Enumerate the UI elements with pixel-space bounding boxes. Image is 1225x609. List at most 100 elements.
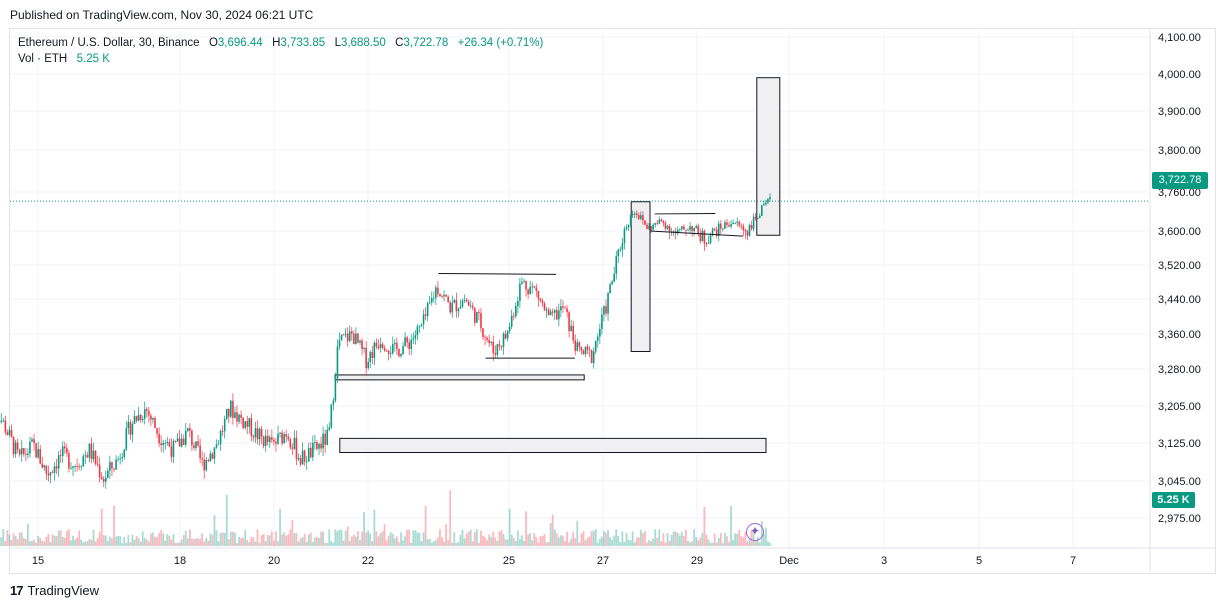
candle-body	[422, 314, 425, 325]
candle-body	[269, 437, 271, 443]
candle-body	[39, 449, 41, 464]
candle-body	[139, 414, 142, 421]
candle-body	[234, 412, 236, 418]
volume-bar	[572, 532, 575, 546]
candle-body	[387, 350, 390, 354]
candles	[0, 193, 771, 489]
candle-body	[426, 303, 429, 316]
volume-bar	[424, 505, 427, 546]
volume-bar	[521, 535, 523, 546]
candle-body	[131, 423, 134, 435]
candle-body	[695, 225, 697, 228]
candle-body	[303, 450, 306, 462]
volume-label[interactable]: Vol · ETH	[18, 53, 68, 65]
volume-bar	[260, 535, 263, 546]
candle-body	[691, 226, 693, 232]
candle-body	[553, 310, 556, 313]
volume-bar	[539, 536, 542, 546]
candle-body	[92, 450, 95, 460]
volume-bar	[381, 531, 384, 546]
volume-bar	[553, 529, 556, 546]
candle-body	[750, 225, 753, 229]
volume-bar	[453, 532, 456, 546]
candle-body	[258, 428, 261, 440]
candle-body	[525, 281, 527, 290]
volume-bar	[603, 531, 605, 546]
candle-body	[217, 443, 220, 445]
volume-bar	[113, 505, 115, 546]
volume-bar	[117, 535, 119, 546]
volume-bar	[170, 539, 173, 546]
candle-body	[724, 222, 726, 229]
candle-body	[408, 342, 410, 350]
volume-bar	[455, 542, 458, 546]
symbol-description[interactable]: Ethereum / U.S. Dollar, 30, Binance	[18, 37, 200, 49]
candle-body	[344, 333, 347, 335]
volume-bar	[336, 531, 339, 546]
volume-bar	[320, 531, 322, 546]
time-tick-label: 3	[881, 555, 887, 567]
volume-bar	[687, 540, 689, 546]
volume-bar	[37, 536, 40, 546]
volume-bar	[478, 542, 480, 546]
volume-bar	[262, 534, 265, 546]
volume-bar	[713, 533, 716, 546]
volume-bar	[492, 531, 495, 546]
volume-bar	[180, 539, 183, 546]
volume-bar	[767, 541, 769, 546]
tradingview-brand[interactable]: 17 TradingView	[10, 583, 99, 598]
volume-bar	[711, 542, 714, 546]
candle-body	[412, 338, 415, 340]
candle-body	[346, 333, 349, 342]
candle-body	[367, 361, 369, 369]
candle-body	[679, 228, 681, 230]
candle-body	[467, 301, 470, 306]
candle-body	[86, 455, 89, 458]
volume-bar	[14, 536, 17, 546]
candle-body	[717, 223, 720, 236]
candle-body	[314, 442, 316, 443]
candle-body	[187, 428, 189, 431]
candle-body	[281, 432, 283, 444]
volume-bar	[246, 539, 249, 546]
candle-body	[150, 415, 152, 420]
candle-body	[164, 442, 167, 444]
candle-body	[328, 427, 331, 430]
volume-bar	[367, 530, 370, 546]
volume-bar	[639, 529, 642, 546]
candle-body	[400, 353, 402, 357]
volume-bar	[350, 536, 353, 546]
candle-body	[283, 434, 285, 444]
volume-bar	[24, 538, 27, 546]
candle-body	[504, 333, 507, 339]
candle-body	[642, 215, 644, 221]
volume-bar	[490, 536, 493, 546]
volume-bar	[205, 537, 208, 546]
candle-body	[125, 428, 128, 450]
high-label: H	[272, 37, 281, 49]
volume-bar	[201, 533, 204, 546]
candle-body	[385, 350, 388, 352]
volume-bar	[184, 530, 187, 546]
candle-body	[720, 223, 722, 229]
volume-bar	[299, 538, 302, 546]
price-tick-label: 4,100.00	[1158, 32, 1201, 44]
candle-body	[666, 225, 669, 229]
volume-bar	[707, 539, 710, 546]
candle-body	[728, 224, 730, 227]
crosshair-target-icon[interactable]: ✦	[746, 523, 764, 541]
candle-body	[560, 306, 562, 311]
volume-bar	[18, 532, 21, 546]
volume-bar	[502, 533, 505, 546]
candle-body	[469, 305, 472, 307]
candle-body	[568, 312, 570, 332]
volume-bar	[439, 529, 441, 546]
candle-body	[215, 444, 218, 448]
volume-bar	[594, 529, 597, 546]
candle-body	[703, 230, 706, 244]
volume-bar	[100, 508, 103, 546]
volume-bar	[619, 542, 622, 546]
candle-body	[455, 300, 458, 312]
volume-bar	[219, 533, 222, 546]
